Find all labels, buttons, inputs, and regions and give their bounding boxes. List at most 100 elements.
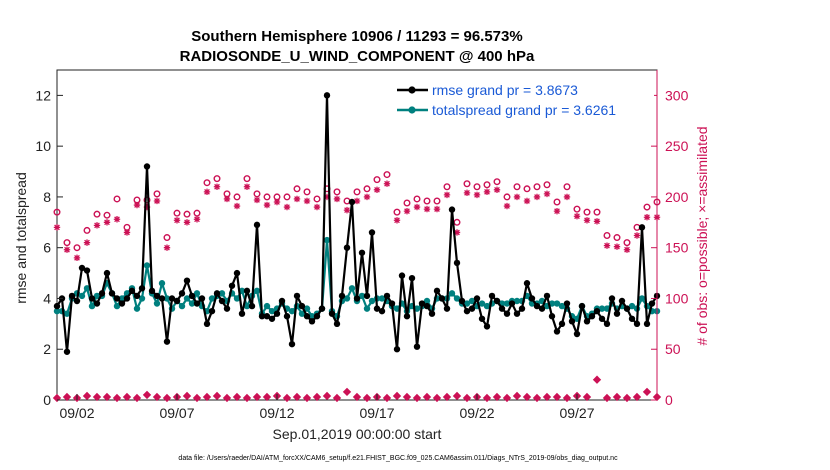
obs-count-point <box>532 393 542 403</box>
obs-possible-point <box>113 195 121 203</box>
rmse-point <box>488 292 496 300</box>
rmse-point <box>313 313 321 320</box>
y-left-tick-label: 6 <box>43 240 51 256</box>
obs-count-point <box>632 392 642 402</box>
obs-possible-point <box>163 234 171 242</box>
obs-count-point <box>512 391 522 401</box>
rmse-point <box>203 320 211 328</box>
rmse-point <box>143 163 151 170</box>
obs-count-point <box>332 393 342 403</box>
obs-assimilated-point <box>223 195 231 203</box>
rmse-point <box>558 320 566 328</box>
rmse-point <box>183 277 191 284</box>
obs-possible-point <box>303 188 311 196</box>
totalspread-point <box>133 305 141 312</box>
totalspread-point <box>423 297 431 305</box>
rmse-point <box>633 320 641 328</box>
obs-possible-point <box>593 208 601 216</box>
obs-possible-point <box>493 178 501 186</box>
obs-count-point <box>302 393 312 403</box>
obs-count-point <box>202 392 212 402</box>
obs-count-point <box>322 391 332 401</box>
totalspread-point <box>183 295 191 302</box>
totalspread-point <box>53 307 61 315</box>
x-tick-label: 09/27 <box>559 405 594 421</box>
totalspread-point <box>323 236 331 244</box>
obs-possible-point <box>203 179 211 187</box>
totalspread-point <box>303 305 311 312</box>
obs-count-point <box>492 392 502 402</box>
obs-assimilated-point <box>333 195 341 203</box>
totalspread-point <box>63 310 71 317</box>
obs-assimilated-point <box>473 191 481 199</box>
obs-count-point <box>432 393 442 403</box>
rmse-point <box>163 338 171 345</box>
obs-possible-point <box>53 208 61 216</box>
rmse-point <box>88 295 96 302</box>
legend-rmse-text: rmse grand pr = 3.8673 <box>432 82 578 98</box>
rmse-point <box>103 269 111 277</box>
obs-possible-point <box>513 183 521 191</box>
footer-data-file: data file: /Users/raeder/DAI/ATM_forcXX/… <box>178 455 618 462</box>
obs-possible-point <box>533 183 541 191</box>
rmse-point <box>353 295 361 302</box>
rmse-point <box>568 318 576 325</box>
y-axis-right-label: # of obs: o=possible; ×=assimilated <box>694 126 710 345</box>
rmse-point <box>238 310 246 317</box>
rmse-point <box>573 330 581 338</box>
y-right-tick-label: 250 <box>665 138 689 154</box>
rmse-point <box>133 292 141 300</box>
obs-assimilated-point <box>423 205 431 213</box>
rmse-point <box>598 315 606 322</box>
y-left-tick-label: 4 <box>43 290 51 306</box>
obs-assimilated-point <box>393 217 401 224</box>
obs-assimilated-point <box>643 214 651 221</box>
obs-count-point <box>242 393 252 403</box>
obs-possible-point <box>603 232 611 240</box>
obs-count-point <box>222 393 232 403</box>
rmse-point <box>603 320 611 328</box>
obs-assimilated-point <box>513 193 521 201</box>
totalspread-point <box>378 295 386 302</box>
obs-possible-series <box>53 171 661 252</box>
obs-possible-point <box>483 181 491 189</box>
obs-count-point <box>162 393 172 403</box>
y-right-tick-label: 0 <box>665 392 673 408</box>
obs-assimilated-point <box>443 191 451 199</box>
rmse-point <box>648 300 656 307</box>
obs-assimilated-point <box>323 193 331 201</box>
rmse-point <box>548 313 556 320</box>
x-tick-label: 09/02 <box>59 405 94 421</box>
totalspread-point <box>478 300 486 307</box>
totalspread-point <box>348 285 356 292</box>
totalspread-point <box>453 295 461 302</box>
obs-assimilated-point <box>553 207 561 215</box>
obs-assimilated-point <box>483 188 491 196</box>
obs-assimilated-point <box>543 190 551 198</box>
obs-count-point <box>412 393 422 403</box>
obs-assimilated-point <box>463 189 471 197</box>
obs-assimilated-point <box>363 193 371 201</box>
obs-count-point <box>642 387 652 397</box>
obs-count-point <box>342 387 352 397</box>
rmse-point <box>363 292 371 300</box>
obs-count-point <box>282 393 292 403</box>
rmse-point <box>388 300 396 307</box>
obs-assimilated-point <box>153 197 161 205</box>
totalspread-point <box>118 295 126 302</box>
y-left-tick-label: 10 <box>35 138 51 154</box>
rmse-point <box>373 305 381 312</box>
obs-possible-point <box>433 197 441 205</box>
obs-possible-point <box>103 211 111 219</box>
obs-assimilated-point <box>83 239 91 246</box>
totalspread-point <box>358 292 366 300</box>
y-axis-left: 0 2 4 6 8 10 12 <box>35 87 63 408</box>
obs-count-point <box>92 392 102 402</box>
totalspread-point <box>88 302 96 310</box>
obs-possible-point <box>363 185 371 193</box>
totalspread-point <box>638 295 646 302</box>
rmse-point <box>503 310 511 317</box>
totalspread-point <box>218 290 226 297</box>
obs-possible-point <box>193 209 201 217</box>
